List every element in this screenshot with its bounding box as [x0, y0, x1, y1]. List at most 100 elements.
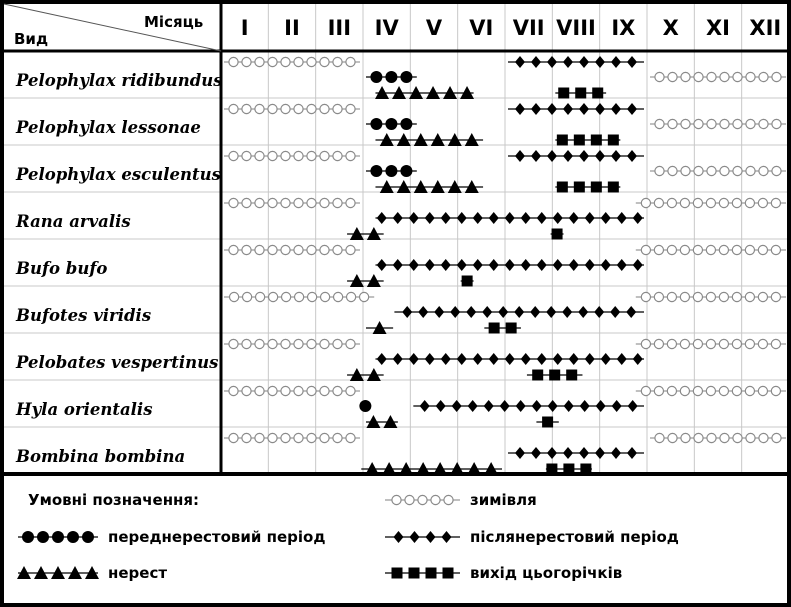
hibernation-marker	[293, 432, 304, 444]
hibernation-marker	[692, 338, 704, 350]
hibernation-marker	[706, 71, 717, 83]
hibernation-marker	[679, 385, 691, 397]
month-grid	[4, 4, 789, 474]
hibernation-marker	[732, 432, 743, 444]
postspawn-marker	[563, 56, 573, 68]
legend-label: нерест	[108, 564, 167, 582]
hibernation-marker	[640, 291, 652, 303]
prespawn-period	[366, 118, 417, 130]
species-label: Bombina bombina	[15, 447, 185, 466]
hibernation-marker	[718, 385, 730, 397]
spawn-marker	[467, 462, 482, 475]
hibernation-marker	[345, 56, 356, 68]
hibernation-marker	[640, 244, 652, 256]
postspawn-marker	[611, 447, 621, 459]
hibernation-marker	[293, 385, 304, 397]
hibernation-marker	[267, 432, 278, 444]
hibernation-period	[224, 244, 360, 256]
prespawn-marker	[385, 71, 398, 83]
postspawn-marker	[408, 353, 419, 365]
hibernation-marker	[771, 165, 782, 177]
spawn-marker	[433, 462, 448, 475]
spawn-marker	[413, 180, 428, 193]
postspawn-period	[394, 306, 644, 318]
postspawn-marker	[472, 212, 483, 224]
postspawn-marker	[547, 56, 557, 68]
prespawn-marker	[359, 400, 372, 412]
spawn-marker	[464, 133, 479, 146]
hibernation-marker	[319, 197, 330, 209]
postspawn-marker	[579, 400, 590, 412]
hibernation-marker	[430, 494, 441, 506]
month-column-header: Місяць	[144, 13, 203, 31]
hibernation-marker	[744, 197, 756, 209]
hibernation-marker	[693, 165, 704, 177]
hibernation-marker	[745, 165, 756, 177]
prespawn-marker	[370, 165, 383, 177]
juvenile-period	[536, 416, 559, 428]
hibernation-marker	[228, 385, 239, 397]
hibernation-marker	[280, 103, 291, 115]
postspawn-marker	[584, 259, 595, 271]
postspawn-marker	[402, 306, 413, 318]
spawn-marker	[430, 180, 445, 193]
postspawn-marker	[595, 447, 605, 459]
postspawn-marker	[552, 259, 563, 271]
juvenile-marker	[556, 134, 568, 146]
month-label: I	[241, 16, 249, 40]
hibernation-marker	[306, 338, 317, 350]
spawn-marker	[372, 321, 387, 334]
postspawn-marker	[595, 400, 606, 412]
postspawn-marker	[568, 212, 579, 224]
hibernation-marker	[705, 385, 717, 397]
juvenile-marker	[542, 416, 554, 428]
hibernation-marker	[267, 338, 278, 350]
postspawn-marker	[498, 306, 509, 318]
hibernation-marker	[744, 385, 756, 397]
juvenile-marker	[546, 463, 558, 475]
hibernation-marker	[254, 432, 265, 444]
postspawn-marker	[408, 259, 419, 271]
postspawn-marker	[600, 212, 611, 224]
legend-label: зимівля	[470, 491, 537, 509]
postspawn-marker	[504, 353, 515, 365]
postspawn-marker	[450, 306, 461, 318]
juvenile-marker	[592, 87, 604, 99]
hibernation-marker	[706, 118, 717, 130]
spawn-marker	[349, 368, 364, 381]
postspawn-marker	[392, 259, 403, 271]
postspawn-marker	[562, 306, 573, 318]
juvenile-marker	[563, 463, 575, 475]
postspawn-marker	[393, 531, 404, 543]
hibernation-marker	[306, 385, 317, 397]
hibernation-period	[224, 150, 360, 162]
hibernation-marker	[654, 71, 665, 83]
species-row	[224, 432, 786, 475]
legend-item-prespawn: переднерестовий період	[18, 528, 325, 546]
hibernation-marker	[758, 118, 769, 130]
juvenile-marker	[425, 567, 437, 579]
hibernation-marker	[228, 291, 240, 303]
postspawn-marker	[504, 259, 515, 271]
hibernation-marker	[719, 71, 730, 83]
hibernation-period	[635, 244, 786, 256]
hibernation-marker	[319, 56, 330, 68]
juvenile-marker	[461, 275, 473, 287]
postspawn-marker	[536, 212, 547, 224]
hibernation-marker	[653, 244, 665, 256]
prespawn-period	[366, 165, 417, 177]
spawn-period	[347, 368, 384, 381]
postspawn-marker	[435, 400, 446, 412]
hibernation-marker	[718, 338, 730, 350]
hibernation-marker	[267, 385, 278, 397]
juvenile-period	[555, 134, 621, 146]
hibernation-marker	[679, 338, 691, 350]
species-row	[224, 197, 786, 240]
postspawn-marker	[483, 400, 494, 412]
hibernation-marker	[731, 197, 743, 209]
prespawn-marker	[82, 531, 94, 543]
postspawn-marker	[595, 56, 605, 68]
species-row	[224, 150, 786, 193]
